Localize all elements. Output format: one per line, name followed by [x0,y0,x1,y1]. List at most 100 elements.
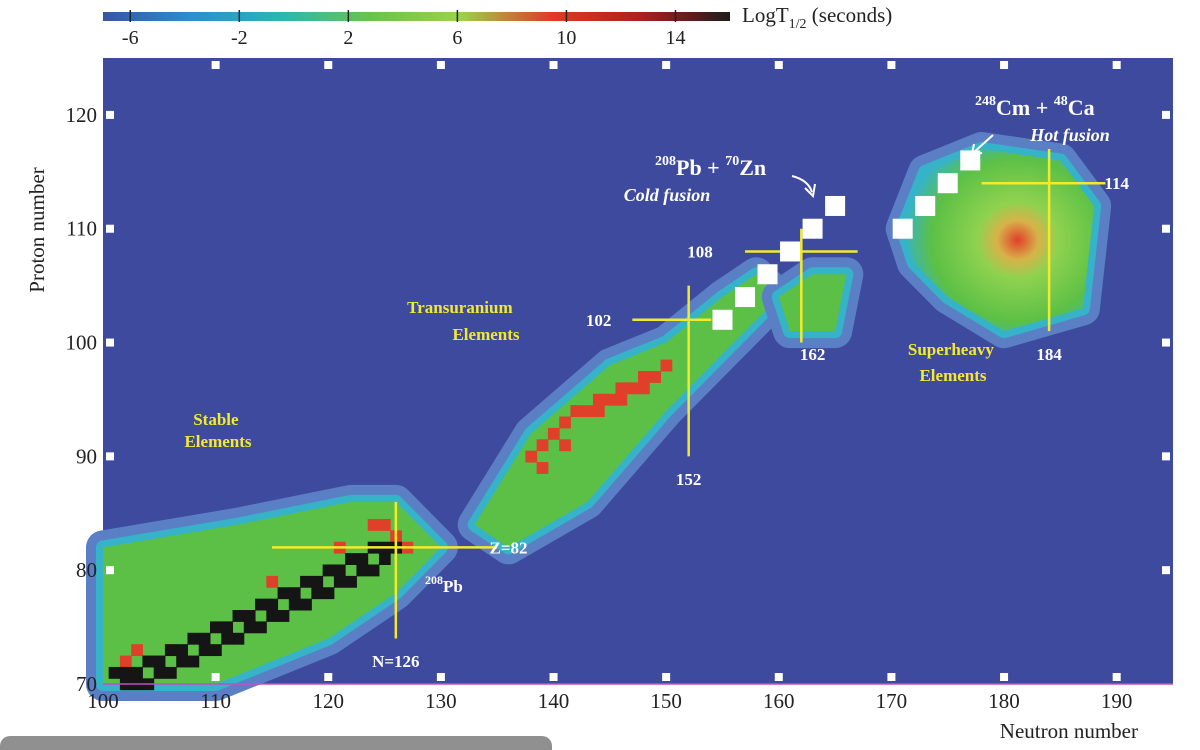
stable-cell [187,632,200,645]
region-superheavy [902,149,1095,332]
frame-dot-top [774,61,783,69]
red-cell [378,518,391,531]
frame-dot-right [1162,110,1170,119]
stable-cell [210,644,222,657]
frame-dot-right [1162,452,1170,461]
frame-dot-bottom [211,673,220,681]
red-cell [367,518,380,531]
red-cell [592,405,605,418]
hot-fusion-caption: Hot fusion [1029,125,1110,145]
colorbar-tick-label: 14 [665,27,685,49]
x-axis-label: Neutron number [1000,719,1138,743]
hot-fusion-marker [937,173,958,194]
frame-dot-bottom [436,673,445,681]
stable-cell [277,587,290,600]
stable-cell [311,587,324,600]
x-tick-label: 100 [87,689,119,713]
frame-dot-top [324,61,333,69]
hot-fusion-marker [960,150,981,171]
frame-dot-bottom [662,673,671,681]
transuranium-label: Transuranium Elements [407,298,520,344]
frame-dot-top [549,61,558,69]
colorbar-ticks: -6 -2 2 6 10 14 [122,10,685,49]
colorbar: -6 -2 2 6 10 14 LogT1/2 (seconds) [103,3,892,49]
hot-fusion-marker [892,218,913,239]
stable-cell [345,575,357,588]
stable-cell [243,610,256,622]
x-tick-label: 170 [876,689,908,713]
annotations: Stable Elements Transuranium Elements Su… [184,94,1109,596]
frame-dot-bottom [887,673,896,681]
hot-fusion-marker [915,195,936,216]
stable-cell [153,655,166,668]
colorbar-label: LogT1/2 (seconds) [742,3,892,32]
stable-cell [266,598,279,611]
x-tick-label: 150 [650,689,682,713]
frame-dot-bottom [774,673,783,681]
cold-fusion-reaction: 208Pb + 70Zn [655,154,766,180]
x-tick-label: 180 [988,689,1020,713]
magic-label: 114 [1104,174,1129,193]
cold-fusion-marker [802,218,823,239]
red-cell [266,575,279,588]
stable-cell [288,587,301,600]
y-tick-label: 70 [76,672,97,696]
superheavy-label: Superheavy Elements [908,340,998,385]
frame-dot-top [436,61,445,69]
stable-cell [164,666,177,679]
stable-cell [243,621,256,634]
y-axis-label: Proton number [25,167,49,292]
stable-cell [131,666,143,679]
frame-dot-left [106,338,114,347]
stable-cell [221,621,234,634]
frame-dot-top [1000,61,1009,69]
magic-label: N=126 [372,652,419,671]
stable-cell [232,632,245,645]
stable-cell [232,610,245,622]
stable-cell [322,587,335,600]
frame-dot-bottom [324,673,333,681]
magic-label: 184 [1036,345,1062,364]
frame-dot-top [211,61,220,69]
colorbar-tick-label: -6 [122,27,139,49]
frame-dot-top [887,61,896,69]
frame-dot-bottom [549,673,558,681]
magic-number-lines: Z=82 N=126 102 152 108 162 114 184 [271,149,1129,671]
red-cell [638,371,650,383]
frame-dot-bottom [1000,673,1009,681]
stable-cell [311,575,324,588]
x-tick-label: 140 [538,689,570,713]
hot-fusion-arrowhead [970,143,983,156]
colorbar-tick-label: 10 [556,27,576,49]
frame-dot-top [662,61,671,69]
region-transuranium [474,274,779,548]
colorbar-tick-label: 2 [343,27,353,49]
cold-fusion-marker [825,195,846,216]
frame-dot-left [106,566,114,575]
red-cell [536,462,549,474]
y-tick-label: 100 [66,331,98,355]
x-tick-label: 130 [425,689,457,713]
magic-label: 152 [676,470,702,489]
frame-dot-bottom [1112,673,1121,681]
stable-cell [210,621,222,634]
magic-label: Z=82 [489,538,527,557]
x-tick-label: 120 [313,689,345,713]
red-cell [660,359,673,372]
cold-fusion-marker [712,309,733,330]
y-axis: 70 80 90 100 110 120 [66,103,98,696]
frame-dot-right [1162,566,1170,575]
stable-cell [356,564,369,577]
red-cell [604,393,616,406]
stable-cell [119,666,132,679]
red-cell [581,405,594,418]
x-tick-label: 110 [200,689,231,713]
magic-label: 108 [687,242,713,261]
y-tick-label: 110 [66,217,97,241]
region-sh_bridge [778,274,847,332]
stable-cell [345,553,357,565]
colorbar-gradient [103,12,730,21]
red-cell [649,371,662,383]
x-tick-label: 190 [1101,689,1133,713]
